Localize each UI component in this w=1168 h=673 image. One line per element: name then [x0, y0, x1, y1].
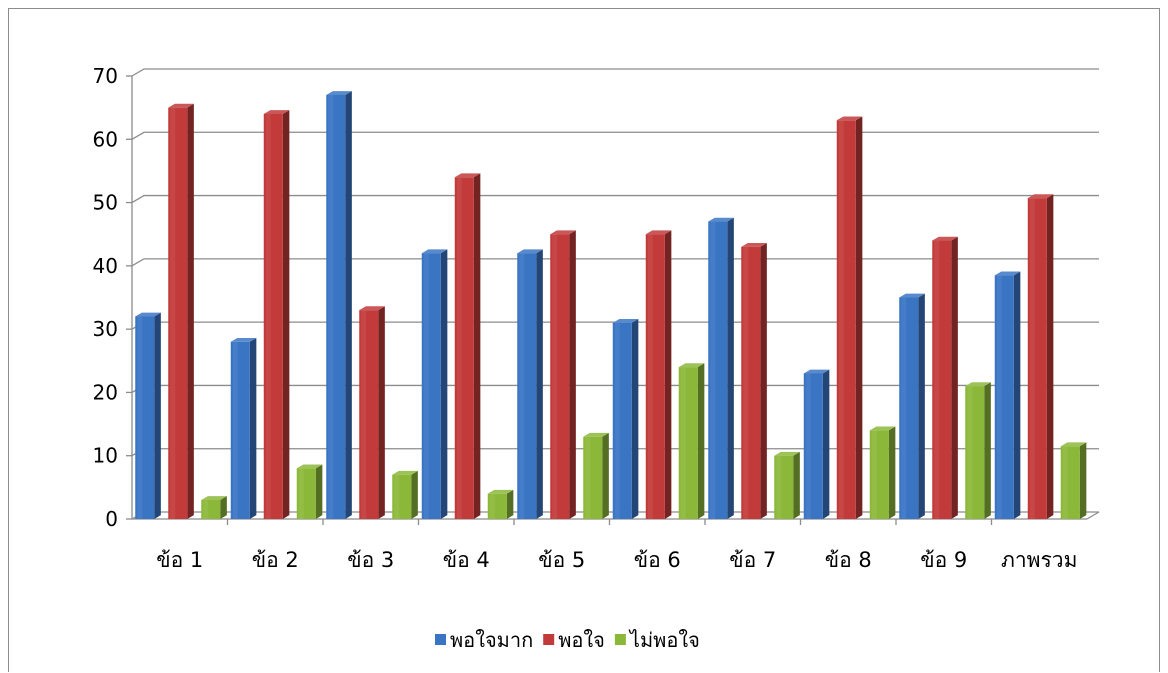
bar	[708, 217, 734, 520]
bar	[932, 236, 958, 520]
bar	[421, 249, 448, 519]
bar	[899, 293, 925, 519]
y-tick-label: 10	[93, 444, 118, 468]
bar	[1060, 442, 1087, 519]
x-tick-label: ข้อ 6	[634, 548, 681, 572]
bar	[359, 306, 385, 519]
legend-swatch	[435, 634, 446, 645]
bar	[583, 432, 609, 519]
x-tick-label: ข้อ 8	[825, 548, 872, 572]
bar	[135, 312, 161, 519]
x-tick-label: ภาพรวม	[1001, 548, 1077, 572]
bar	[774, 451, 800, 519]
legend-label: ไม่พอใจ	[628, 628, 700, 652]
chart-frame: 0 10 20 30 40 50 60 70 ข้อ 1 ข้อ 2 ข้อ 3 ข้อ 4 ข้อ …	[8, 8, 1160, 672]
bar	[741, 243, 767, 519]
bar	[517, 249, 543, 519]
bar	[678, 363, 705, 519]
bar	[201, 496, 227, 519]
x-tick-label: ข้อ 4	[443, 548, 490, 572]
y-tick-label: 0	[105, 507, 118, 531]
legend-item: พอใจมาก	[435, 628, 533, 652]
bar	[994, 271, 1021, 519]
y-tick-label: 40	[93, 254, 118, 278]
bars	[135, 91, 1087, 520]
bar	[168, 103, 194, 520]
bar	[326, 91, 352, 519]
bar	[454, 173, 481, 519]
x-tick-label: ข้อ 9	[920, 548, 967, 572]
y-tick-labels: 0 10 20 30 40 50 60 70	[93, 64, 118, 531]
x-tick-label: ข้อ 5	[538, 548, 585, 572]
x-tick-label: ข้อ 7	[729, 548, 776, 572]
bar	[487, 489, 514, 519]
x-tick-labels: ข้อ 1 ข้อ 2 ข้อ 3 ข้อ 4 ข้อ 5 ข้อ 6 ข้อ 7 ข้อ 8…	[156, 548, 1077, 572]
bar	[965, 382, 991, 519]
gridline	[131, 194, 1099, 204]
gridline	[131, 68, 1099, 77]
x-tick-label: ข้อ 3	[347, 548, 394, 572]
bar	[392, 470, 418, 519]
legend-item: ไม่พอใจ	[614, 628, 700, 652]
y-tick-label: 60	[93, 127, 118, 151]
y-tick-label: 70	[93, 64, 118, 88]
legend-swatch	[614, 634, 626, 645]
x-tick-label: ข้อ 1	[156, 548, 203, 572]
bar	[869, 426, 896, 519]
bar	[1027, 194, 1054, 520]
gridline	[131, 258, 1099, 267]
bar	[803, 369, 830, 519]
legend-label: พอใจมาก	[450, 628, 533, 652]
legend-item: พอใจ	[543, 628, 605, 652]
x-tick-label: ข้อ 2	[252, 548, 299, 572]
axes	[126, 75, 1100, 525]
legend: พอใจมาก พอใจ ไม่พอใจ	[435, 628, 700, 652]
bar	[263, 110, 290, 519]
bar	[645, 230, 672, 519]
y-tick-label: 50	[93, 191, 118, 215]
bar	[230, 337, 257, 519]
legend-label: พอใจ	[558, 628, 605, 652]
bar	[296, 464, 323, 519]
legend-swatch	[543, 634, 555, 645]
gridline	[131, 131, 1099, 140]
y-tick-label: 30	[93, 317, 118, 341]
bar	[550, 230, 576, 519]
bar	[836, 116, 863, 520]
y-tick-label: 20	[93, 380, 118, 404]
bar	[612, 318, 639, 519]
